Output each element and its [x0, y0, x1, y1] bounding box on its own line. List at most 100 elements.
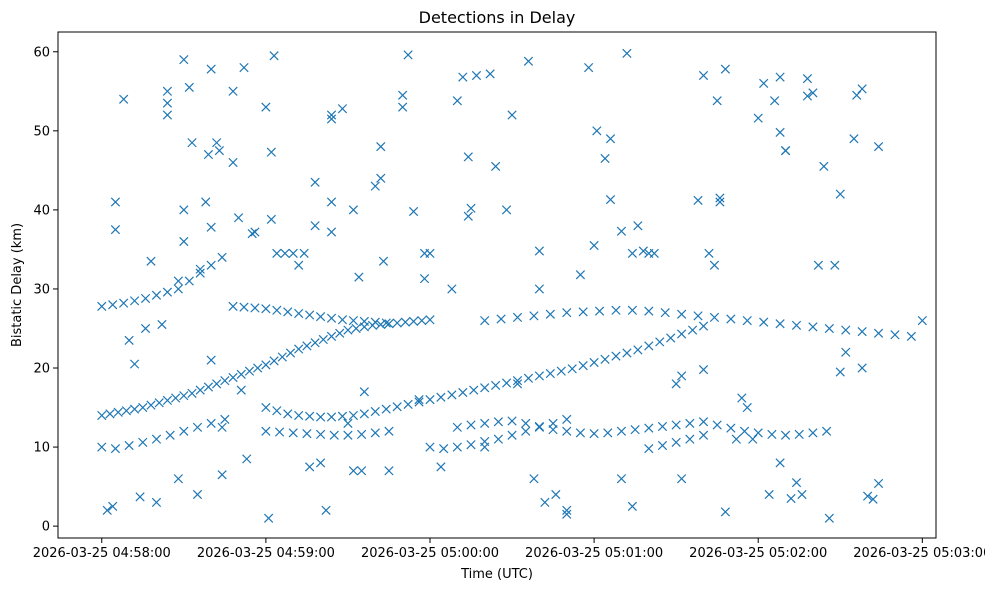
data-point	[162, 86, 173, 96]
data-point	[326, 313, 337, 323]
data-point	[830, 260, 840, 270]
data-point	[203, 149, 214, 160]
data-point	[600, 354, 610, 364]
data-point	[217, 470, 227, 480]
data-point	[436, 462, 446, 472]
data-point	[384, 426, 394, 436]
plot-frame	[57, 31, 937, 539]
data-point	[808, 88, 818, 98]
data-point	[523, 373, 534, 383]
data-point	[272, 248, 282, 258]
data-point	[97, 410, 107, 421]
data-point	[622, 348, 632, 358]
data-point	[337, 411, 348, 421]
y-tick-label: 10	[33, 441, 50, 456]
data-point	[767, 429, 777, 440]
data-point	[121, 406, 132, 416]
data-point	[603, 428, 613, 438]
data-point	[791, 478, 802, 488]
data-point	[671, 420, 681, 430]
data-point	[534, 246, 545, 256]
data-point	[236, 385, 246, 395]
data-point	[649, 248, 659, 258]
data-point	[780, 145, 791, 156]
data-point	[272, 406, 282, 416]
data-point	[310, 221, 320, 231]
data-point	[129, 296, 140, 306]
data-point	[720, 507, 731, 517]
data-point	[294, 260, 304, 270]
data-point	[644, 306, 654, 316]
data-point	[548, 418, 558, 428]
data-point	[786, 493, 796, 504]
data-point	[266, 214, 276, 225]
data-point	[400, 317, 410, 327]
data-point	[551, 489, 561, 500]
data-point	[356, 466, 367, 476]
data-point	[512, 376, 523, 386]
data-point	[712, 420, 722, 430]
data-point	[381, 404, 391, 414]
data-point	[693, 195, 703, 206]
data-point	[310, 338, 320, 348]
data-point	[739, 426, 750, 436]
data-point	[698, 321, 709, 331]
data-point	[425, 248, 435, 258]
data-point	[562, 505, 572, 515]
data-point	[236, 369, 246, 379]
data-point	[575, 270, 586, 280]
data-point	[611, 351, 621, 361]
data-point	[677, 309, 687, 319]
data-point	[359, 316, 369, 326]
data-point	[173, 474, 183, 484]
data-point	[146, 256, 156, 266]
data-point	[496, 314, 506, 324]
data-point	[408, 206, 419, 217]
data-point	[315, 429, 326, 440]
data-point	[179, 391, 189, 401]
data-point	[655, 337, 665, 347]
data-point	[356, 429, 367, 440]
data-point	[124, 335, 134, 345]
data-point	[162, 98, 173, 108]
data-point	[485, 69, 495, 79]
data-point	[354, 272, 364, 282]
data-point	[821, 426, 832, 436]
data-point	[359, 387, 369, 397]
data-point	[616, 474, 627, 484]
data-point	[709, 260, 720, 270]
data-point	[562, 414, 572, 425]
data-point	[562, 308, 572, 318]
data-point	[201, 197, 211, 207]
data-point	[220, 376, 230, 386]
data-point	[119, 298, 129, 308]
data-point	[162, 287, 173, 297]
data-point	[195, 268, 205, 278]
data-point	[110, 197, 121, 207]
data-point	[203, 382, 214, 392]
data-point	[507, 110, 517, 120]
data-point	[302, 341, 312, 351]
x-tick-label: 2026-03-25 04:58:00	[33, 546, 171, 561]
data-point	[671, 437, 681, 447]
data-point	[294, 344, 304, 354]
data-point	[808, 428, 818, 438]
data-point	[737, 393, 747, 403]
data-point	[638, 246, 648, 256]
data-point	[359, 409, 369, 419]
data-point	[425, 395, 435, 405]
data-point	[584, 62, 594, 73]
data-point	[857, 363, 867, 373]
data-point	[165, 430, 175, 440]
data-point	[698, 70, 709, 81]
data-point	[622, 48, 632, 58]
data-point	[589, 429, 599, 439]
data-point	[239, 302, 249, 312]
data-point	[627, 248, 638, 258]
data-point	[458, 72, 468, 82]
data-point	[589, 357, 599, 368]
data-point	[299, 248, 309, 258]
data-point	[302, 429, 312, 439]
y-tick-label: 20	[33, 362, 50, 377]
